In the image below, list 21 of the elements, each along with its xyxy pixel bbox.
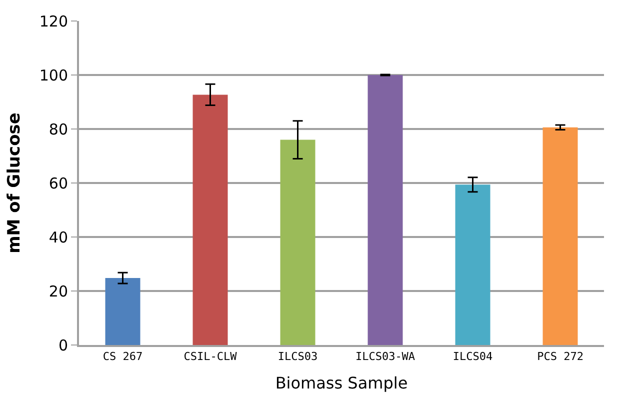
x-tick-label: ILCS04 — [452, 350, 493, 364]
y-tick-label: 40 — [48, 228, 68, 246]
bar — [280, 140, 316, 345]
x-tick-label: CSIL-CLW — [184, 350, 238, 364]
bar — [192, 94, 228, 345]
bar — [455, 184, 490, 345]
x-tick-label: PCS 272 — [537, 350, 584, 364]
y-tick-label: 0 — [58, 336, 68, 354]
x-axis-title: Biomass Sample — [275, 373, 408, 392]
bar — [105, 278, 140, 345]
y-axis-title: mM of Glucose — [4, 112, 24, 254]
y-tick-label: 80 — [48, 120, 68, 138]
bar — [368, 75, 403, 345]
bar — [542, 127, 578, 345]
x-tick-label: ILCS03 — [278, 350, 318, 364]
x-tick-label: CS 267 — [102, 350, 143, 364]
x-tick-label: ILCS03-WA — [355, 350, 416, 364]
y-tick-label: 60 — [48, 174, 68, 192]
y-tick-label: 20 — [48, 282, 68, 300]
y-tick-label: 120 — [39, 12, 68, 30]
y-tick-label: 100 — [39, 66, 68, 84]
